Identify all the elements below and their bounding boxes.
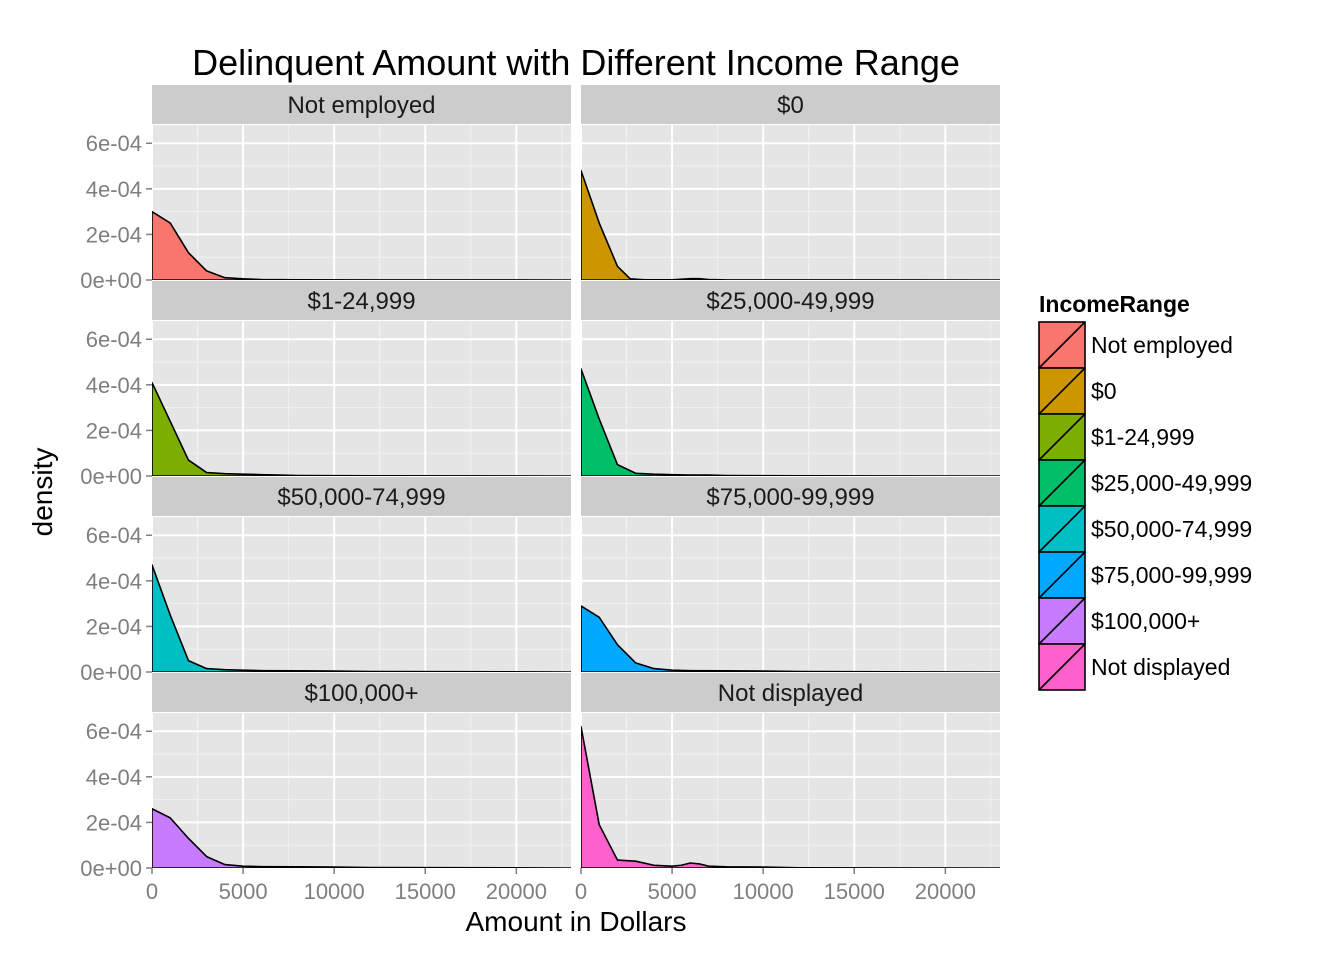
facet-panel: $75,000-99,999: [580, 477, 1000, 673]
panel-background: [152, 321, 571, 476]
facet-panel: Not employed 0e+00 2e-04 4e-04 6e-04: [80, 85, 571, 293]
panel-background: [581, 321, 1000, 476]
panel-background: [152, 713, 571, 868]
x-tick-label: 5000: [219, 879, 268, 904]
legend-label: Not displayed: [1091, 654, 1230, 680]
facet-strip: [152, 477, 571, 516]
legend-items: Not employed $0 $1-24,999 $25,000-49,999 $50…: [1038, 321, 1252, 691]
legend-key-diagonal: [1038, 367, 1086, 415]
legend-item: $75,000-99,999: [1038, 551, 1252, 599]
facet-panel: $25,000-49,999: [580, 281, 1000, 477]
facet-strip: [581, 281, 1000, 320]
density-area: [581, 169, 1000, 280]
x-tick-label: 0: [575, 879, 587, 904]
legend-item: $50,000-74,999: [1038, 505, 1252, 553]
facet-strip-label: $1-24,999: [307, 288, 415, 315]
legend-label: $100,000+: [1091, 608, 1200, 634]
legend-title: IncomeRange: [1039, 291, 1190, 317]
x-tick-label: 10000: [733, 879, 794, 904]
legend-item: $25,000-49,999: [1038, 459, 1252, 507]
y-tick-label: 6e-04: [86, 131, 142, 156]
y-tick-label: 0e+00: [80, 660, 142, 685]
facet-panel: $50,000-74,999 0e+00 2e-04 4e-04 6e-04: [80, 477, 571, 685]
legend-label: $25,000-49,999: [1091, 470, 1252, 496]
facet-strip: [581, 85, 1000, 124]
density-area: [152, 381, 571, 476]
x-tick-label: 20000: [486, 879, 547, 904]
facet-panel: Not displayed 0 5000 10000 15000 20000: [575, 673, 1000, 904]
density-area: [581, 605, 1000, 672]
density-area: [152, 807, 571, 868]
x-tick-label: 5000: [648, 879, 697, 904]
facet-strip-label: $75,000-99,999: [706, 484, 874, 511]
facet-strip-label: $100,000+: [304, 680, 418, 707]
facet-strip: [581, 477, 1000, 516]
facet-strip-label: $0: [777, 92, 804, 119]
facet-strip: [581, 673, 1000, 712]
legend-key-diagonal: [1038, 321, 1086, 369]
chart-title: Delinquent Amount with Different Income …: [192, 42, 960, 83]
y-tick-label: 4e-04: [86, 569, 142, 594]
y-tick-label: 4e-04: [86, 765, 142, 790]
legend: IncomeRange Not employed $0 $1-24,999 $25,0…: [1038, 291, 1252, 691]
y-tick-label: 6e-04: [86, 327, 142, 352]
legend-item: $1-24,999: [1038, 413, 1195, 461]
y-tick-label: 4e-04: [86, 373, 142, 398]
x-axis-title: Amount in Dollars: [466, 906, 687, 937]
panel-background: [152, 125, 571, 280]
x-tick-label: 20000: [915, 879, 976, 904]
density-area: [581, 725, 1000, 868]
legend-key-diagonal: [1038, 597, 1086, 645]
facet-strip-label: $25,000-49,999: [706, 288, 874, 315]
legend-key-diagonal: [1038, 551, 1086, 599]
legend-label: Not employed: [1091, 332, 1233, 358]
facet-panel: $1-24,999 0e+00 2e-04 4e-04 6e-04: [80, 281, 571, 489]
x-tick-label: 15000: [395, 879, 456, 904]
facet-strip-label: Not employed: [287, 92, 435, 119]
y-tick-label: 2e-04: [86, 614, 142, 639]
panel-background: [581, 125, 1000, 280]
legend-label: $1-24,999: [1091, 424, 1195, 450]
x-tick-label: 15000: [824, 879, 885, 904]
y-axis-title: density: [27, 448, 58, 537]
facet-panel: $100,000+ 0e+00 2e-04 4e-04 6e-04 0 5000 10000 1…: [80, 673, 571, 904]
legend-item: Not employed: [1038, 321, 1233, 369]
density-area: [152, 210, 571, 280]
y-tick-label: 4e-04: [86, 177, 142, 202]
y-tick-label: 2e-04: [86, 810, 142, 835]
legend-item: Not displayed: [1038, 643, 1230, 691]
panel-background: [152, 517, 571, 672]
legend-key-diagonal: [1038, 505, 1086, 553]
legend-item: $0: [1038, 367, 1117, 415]
facet-strip-label: $50,000-74,999: [277, 484, 445, 511]
panel-background: [581, 517, 1000, 672]
y-tick-label: 6e-04: [86, 523, 142, 548]
legend-item: $100,000+: [1038, 597, 1200, 645]
legend-key-diagonal: [1038, 459, 1086, 507]
panel-background: [581, 713, 1000, 868]
y-tick-label: 6e-04: [86, 719, 142, 744]
y-tick-label: 0e+00: [80, 464, 142, 489]
y-tick-label: 2e-04: [86, 418, 142, 443]
facet-strip: [152, 281, 571, 320]
facet-panel: $0: [580, 85, 1000, 281]
y-tick-label: 0e+00: [80, 268, 142, 293]
y-tick-label: 0e+00: [80, 856, 142, 881]
x-tick-label: 0: [146, 879, 158, 904]
density-area: [152, 564, 571, 672]
density-area: [581, 368, 1000, 476]
facet-panels: Not employed 0e+00 2e-04 4e-04 6e-04 $0 $1-24,…: [80, 85, 1000, 904]
legend-label: $0: [1091, 378, 1117, 404]
facet-strip: [152, 673, 571, 712]
legend-key-diagonal: [1038, 413, 1086, 461]
legend-key-diagonal: [1038, 643, 1086, 691]
y-tick-label: 2e-04: [86, 222, 142, 247]
legend-label: $75,000-99,999: [1091, 562, 1252, 588]
x-tick-label: 10000: [304, 879, 365, 904]
facet-strip: [152, 85, 571, 124]
facet-strip-label: Not displayed: [718, 680, 863, 707]
legend-label: $50,000-74,999: [1091, 516, 1252, 542]
